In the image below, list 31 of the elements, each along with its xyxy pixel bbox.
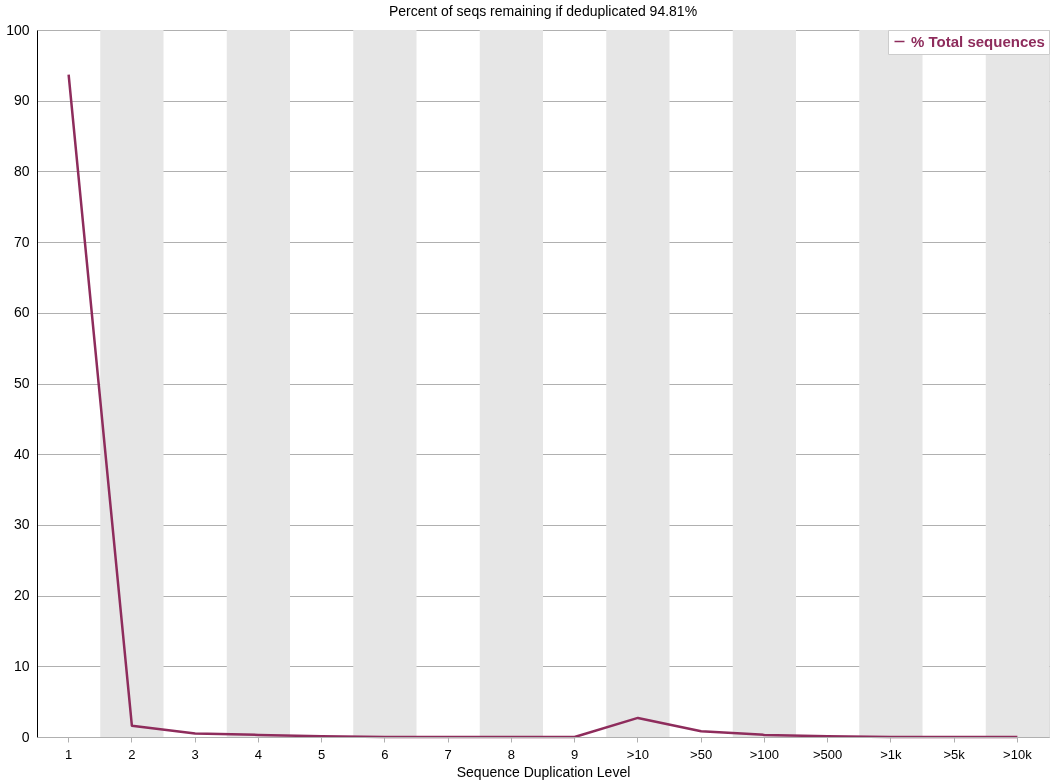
x-tick-label: 8 bbox=[507, 746, 515, 762]
line-series bbox=[67, 73, 1019, 739]
legend-label: % Total sequences bbox=[911, 32, 1045, 50]
x-tick-label: >10k bbox=[1003, 746, 1033, 762]
y-tick-label: 70 bbox=[13, 233, 30, 250]
x-tick-label: 6 bbox=[381, 746, 389, 762]
y-tick-label: 60 bbox=[13, 304, 30, 321]
y-tick-label: 100 bbox=[6, 21, 30, 38]
x-tick-label: >50 bbox=[690, 746, 713, 762]
x-tick-label: 3 bbox=[191, 746, 199, 762]
x-tick-label: >5k bbox=[943, 746, 966, 762]
y-tick-label: 10 bbox=[13, 657, 30, 674]
chart-title: Percent of seqs remaining if deduplicated 94.81% bbox=[388, 3, 698, 19]
y-tick-label: 80 bbox=[13, 162, 30, 179]
x-tick-label: 4 bbox=[254, 746, 262, 762]
y-tick-label: 40 bbox=[13, 445, 30, 462]
x-tick-label: >100 bbox=[749, 746, 780, 762]
x-tick-label: >10 bbox=[626, 746, 649, 762]
x-tick-label: 5 bbox=[318, 746, 326, 762]
x-tick-label: >500 bbox=[812, 746, 843, 762]
x-tick-label: 9 bbox=[571, 746, 579, 762]
y-tick-label: 50 bbox=[13, 375, 30, 391]
y-tick-label: 20 bbox=[13, 587, 30, 604]
x-tick-label: 7 bbox=[444, 746, 452, 762]
x-tick-label: 2 bbox=[128, 746, 136, 762]
y-tick-label: 90 bbox=[13, 92, 30, 109]
y-tick-label: 0 bbox=[21, 728, 30, 745]
y-tick-label: 30 bbox=[13, 516, 30, 533]
x-tick-label: >1k bbox=[880, 746, 903, 762]
x-axis-title: Sequence Duplication Level bbox=[456, 763, 631, 780]
x-tick-label: 1 bbox=[65, 746, 73, 762]
